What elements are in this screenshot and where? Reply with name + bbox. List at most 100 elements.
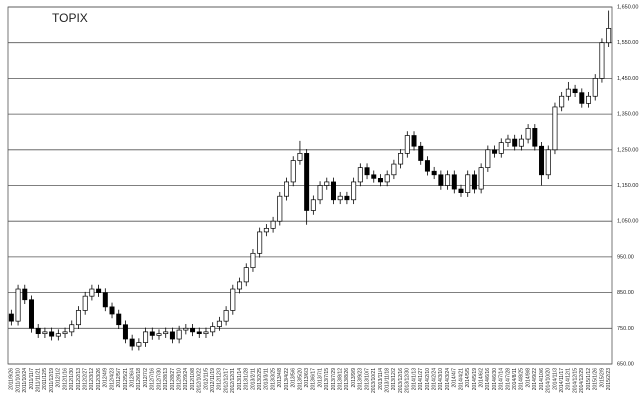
- y-tick-label: 1,650.00: [617, 4, 638, 10]
- candle-body: [398, 153, 404, 165]
- candle-body: [284, 181, 290, 197]
- x-tick-label: 2014/5/19: [472, 368, 478, 390]
- candle-body: [357, 167, 363, 183]
- x-tick-label: 2013/8/12: [338, 368, 344, 390]
- x-tick-label: 2014/4/7: [452, 368, 458, 388]
- candle-body: [183, 327, 189, 331]
- x-tick-label: 2014/11/3: [552, 368, 558, 390]
- candle-body: [82, 295, 88, 311]
- x-tick-label: 2012/3/12: [89, 368, 95, 390]
- x-tick-label: 2013/9/23: [358, 368, 364, 390]
- candle-body: [102, 292, 108, 308]
- candle-body: [96, 288, 102, 293]
- x-tick-label: 2012/6/4: [129, 368, 135, 388]
- candle-body: [149, 331, 155, 336]
- candle-body: [384, 174, 390, 183]
- x-tick-label: 2012/11/5: [203, 368, 209, 390]
- candle-body: [203, 331, 209, 335]
- x-tick-label: 2013/11/18: [385, 368, 391, 393]
- x-tick-label: 2012/7/16: [150, 368, 156, 390]
- x-tick-label: 2014/1/13: [411, 368, 417, 390]
- x-tick-label: 2013/3/11: [264, 368, 270, 390]
- x-tick-label: 2014/8/25: [519, 368, 525, 390]
- x-tick-label: 2014/3/24: [445, 368, 451, 390]
- x-tick-label: 2013/5/20: [297, 368, 303, 390]
- candle-body: [297, 153, 303, 161]
- candle-body: [451, 174, 457, 190]
- candle-body: [237, 281, 243, 290]
- x-tick-label: 2012/2/13: [76, 368, 82, 390]
- x-tick-label: 2013/6/17: [311, 368, 317, 390]
- x-tick-label: 2011/12/19: [49, 368, 55, 393]
- candle-body: [109, 306, 115, 315]
- x-tick-label: 2013/9/9: [351, 368, 357, 388]
- candle-body: [539, 145, 545, 176]
- candle-body: [391, 163, 397, 176]
- candle-body: [277, 195, 283, 222]
- x-tick-label: 2013/3/25: [270, 368, 276, 390]
- candle-body: [169, 331, 175, 340]
- candle-body: [431, 170, 437, 176]
- candle-body: [223, 310, 229, 322]
- y-tick-label: 1,350.00: [617, 112, 638, 118]
- candle-body: [599, 42, 605, 79]
- candle-body: [216, 320, 222, 327]
- x-tick-label: 2013/7/1: [317, 368, 323, 388]
- candle-body: [196, 331, 202, 335]
- x-tick-label: 2012/2/27: [83, 368, 89, 390]
- x-tick-label: 2012/4/9: [103, 368, 109, 388]
- candle-body: [532, 128, 538, 147]
- candle-body: [565, 88, 571, 97]
- x-tick-label: 2014/12/15: [572, 368, 578, 393]
- candle-body: [250, 252, 256, 268]
- x-tick-label: 2012/10/22: [197, 368, 203, 393]
- x-tick-label: 2014/10/6: [539, 368, 545, 390]
- x-tick-label: 2014/9/8: [525, 368, 531, 388]
- x-tick-label: 2014/12/29: [579, 368, 585, 393]
- x-tick-label: 2014/10/20: [546, 368, 552, 393]
- x-tick-label: 2013/7/29: [331, 368, 337, 390]
- candle-body: [377, 178, 383, 183]
- x-tick-label: 2012/11/19: [210, 368, 216, 393]
- candle-body: [471, 174, 477, 190]
- y-tick-label: 1,450.00: [617, 76, 638, 82]
- candle-body: [243, 267, 249, 283]
- x-tick-label: 2014/7/28: [505, 368, 511, 390]
- x-tick-label: 2015/1/12: [586, 368, 592, 390]
- candle-body: [418, 145, 424, 161]
- candle-body: [35, 327, 41, 335]
- x-tick-label: 2014/12/1: [566, 368, 572, 390]
- y-tick-label: 1,050.00: [617, 219, 638, 225]
- y-tick-label: 850.00: [617, 290, 634, 296]
- x-tick-label: 2014/11/17: [559, 368, 565, 393]
- candle-body: [505, 138, 511, 144]
- candle-body: [351, 181, 357, 201]
- candle-body: [438, 174, 444, 186]
- candle-body: [492, 149, 498, 154]
- y-tick-label: 1,250.00: [617, 147, 638, 153]
- candle-body: [424, 160, 430, 172]
- candle-body: [465, 174, 471, 193]
- x-tick-label: 2015/2/9: [599, 368, 605, 388]
- candle-body: [317, 185, 323, 201]
- candle-body: [559, 95, 565, 108]
- x-tick-label: 2012/1/30: [69, 368, 75, 390]
- x-tick-label: 2012/6/18: [136, 368, 142, 390]
- x-tick-label: 2013/12/2: [391, 368, 397, 390]
- candle-body: [129, 338, 135, 347]
- candle-body: [606, 28, 612, 44]
- x-tick-label: 2014/6/16: [485, 368, 491, 390]
- x-tick-label: 2012/5/21: [123, 368, 129, 390]
- x-tick-label: 2014/7/14: [499, 368, 505, 390]
- x-tick-label: 2012/1/16: [62, 368, 68, 390]
- candle-body: [8, 313, 14, 322]
- candle-body: [136, 342, 142, 347]
- candle-body: [163, 331, 169, 335]
- x-tick-label: 2011/10/24: [22, 368, 28, 393]
- candle-body: [344, 195, 350, 201]
- candle-body: [257, 231, 263, 254]
- x-tick-label: 2013/6/3: [304, 368, 310, 388]
- candle-body: [304, 153, 310, 211]
- x-tick-label: 2013/7/15: [324, 368, 330, 390]
